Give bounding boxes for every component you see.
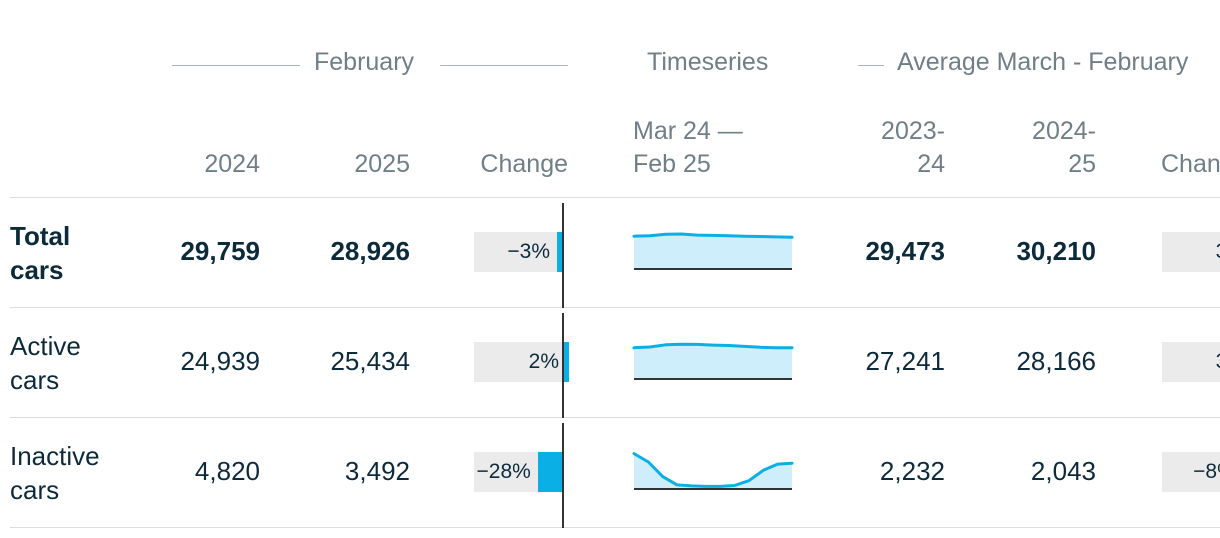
row-3-change-axis <box>562 423 564 528</box>
row-2-change-label: 2% <box>528 350 559 373</box>
col-header-2024: 2024 <box>204 150 260 178</box>
row-3-change-label: −28% <box>476 460 531 483</box>
row-divider-2 <box>10 417 1220 418</box>
group-average-line-left <box>858 65 884 66</box>
row-3-avg-change-label: −8% <box>1193 460 1220 483</box>
row-3-change-bar-fill <box>537 452 563 492</box>
row-3-avg-2023-24: 2,232 <box>879 456 945 486</box>
row-1-avg-change-label: 3% <box>1162 232 1220 272</box>
row-2-avg-2023-24: 27,241 <box>865 346 945 376</box>
row-2-sparkline <box>632 342 794 380</box>
row-divider-1 <box>10 307 1220 308</box>
row-1-avg-2023-24: 29,473 <box>865 236 945 266</box>
row-2-feb-2025: 25,434 <box>330 346 410 376</box>
row-2-label-line2: cars <box>10 365 60 395</box>
row-3-feb-2025: 3,492 <box>344 456 410 486</box>
col-header-avg-2023-24-line2: 24 <box>917 150 945 178</box>
col-header-change: Change <box>480 150 568 178</box>
row-2-avg-change-bar-bg <box>1162 342 1220 382</box>
col-header-timeseries-line1: Mar 24 — <box>633 117 743 145</box>
row-1-label-line2: cars <box>10 255 64 285</box>
row-3-avg-change-bar-bg <box>1162 452 1220 492</box>
col-header-avg-2023-24-line1: 2023- <box>881 117 945 145</box>
row-3-label-line2: cars <box>10 475 60 505</box>
row-1-change-label: −3% <box>507 240 550 263</box>
row-3-sparkline <box>632 452 794 490</box>
row-3-label-line1: Inactive <box>10 441 100 471</box>
row-1-feb-2024: 29,759 <box>180 236 260 266</box>
row-2-change-bar-fill <box>563 342 569 382</box>
group-february-line-right <box>440 65 568 66</box>
row-1-avg-2024-25: 30,210 <box>1016 236 1096 266</box>
row-1-label-line1: Total <box>10 221 71 251</box>
row-3-avg-2024-25: 2,043 <box>1030 456 1096 486</box>
group-average-label: Average March - February <box>897 48 1189 76</box>
row-1-sparkline <box>632 232 794 270</box>
row-1-change-bar-bg <box>474 232 563 272</box>
row-1-change-bar-fill <box>557 232 563 272</box>
col-header-timeseries-line2: Feb 25 <box>633 150 711 178</box>
row-2-change-bar-bg <box>474 342 563 382</box>
row-2-feb-2024: 24,939 <box>180 346 260 376</box>
row-3-sparkline-line <box>632 452 794 488</box>
row-2-avg-2024-25: 28,166 <box>1016 346 1096 376</box>
col-header-avg-change: Change <box>1161 150 1220 178</box>
group-february-line-left <box>172 65 300 66</box>
header-divider <box>10 197 1220 198</box>
row-divider-3 <box>10 527 1220 528</box>
col-header-avg-2024-25-line2: 25 <box>1068 150 1096 178</box>
group-timeseries-label: Timeseries <box>647 48 769 76</box>
row-2-label-line1: Active <box>10 331 81 361</box>
row-1-feb-2025: 28,926 <box>330 236 410 266</box>
row-2-sparkline-area <box>634 344 792 378</box>
row-1-avg-change-bar-bg <box>1162 232 1220 272</box>
row-1-sparkline-line <box>632 232 794 239</box>
group-february-label: February <box>314 48 415 76</box>
row-2-avg-change-label: 3% <box>1162 342 1220 382</box>
row-3-feb-2024: 4,820 <box>194 456 260 486</box>
row-2-sparkline-line <box>632 342 794 350</box>
row-1-sparkline-area <box>634 234 792 268</box>
row-2-change-axis <box>562 313 564 418</box>
col-header-avg-2024-25-line1: 2024- <box>1032 117 1096 145</box>
row-1-change-axis <box>562 203 564 308</box>
col-header-2025: 2025 <box>354 150 410 178</box>
